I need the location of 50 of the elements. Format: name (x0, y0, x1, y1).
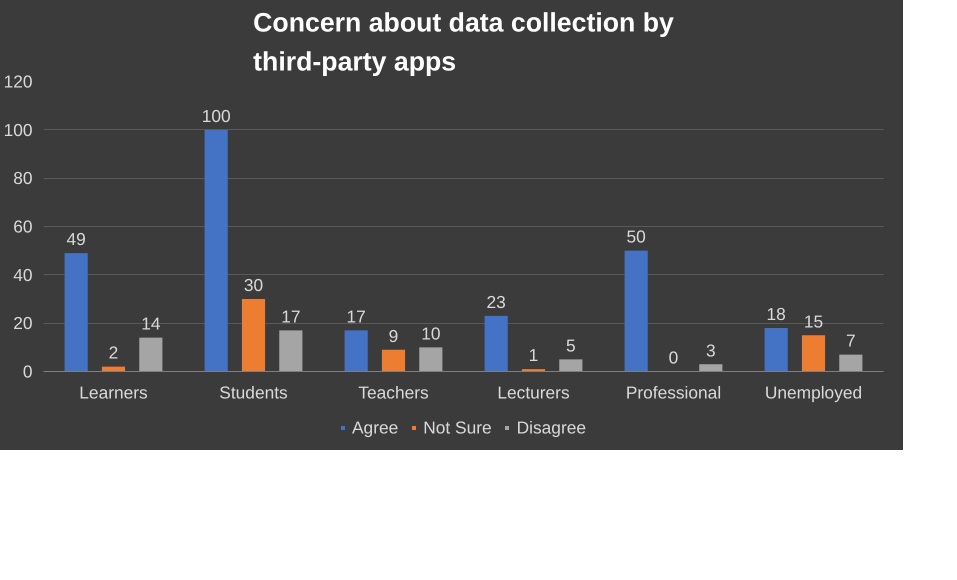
bar (102, 366, 126, 372)
bar (764, 328, 788, 372)
data-label: 50 (626, 226, 646, 247)
data-label: 0 (668, 348, 678, 368)
x-tick-label: Lecturers (497, 382, 570, 402)
data-label: 1 (528, 345, 538, 366)
y-tick-label: 60 (13, 216, 33, 236)
data-label: 2 (108, 342, 118, 363)
bar (802, 335, 826, 372)
data-label: 17 (346, 306, 366, 326)
legend-label: Not Sure (423, 417, 492, 438)
data-label: 30 (244, 275, 264, 295)
data-label: 23 (486, 292, 506, 312)
data-label: 17 (281, 306, 300, 326)
data-label: 7 (846, 330, 856, 351)
bar (839, 354, 862, 372)
y-tick-label: 0 (22, 362, 33, 382)
legend-label: Agree (352, 417, 398, 438)
data-label: 100 (202, 106, 231, 126)
legend-label: Disagree (516, 417, 586, 438)
data-label: 49 (66, 229, 86, 250)
x-tick-label: Unemployed (764, 382, 862, 402)
bar (204, 130, 228, 372)
y-tick-label: 40 (13, 264, 33, 285)
y-tick-label: 20 (13, 313, 33, 334)
bar (624, 250, 648, 372)
y-tick-label: 120 (4, 72, 33, 92)
data-label: 5 (566, 335, 576, 356)
bar (419, 347, 442, 372)
x-tick-label: Professional (626, 382, 722, 402)
bar (382, 350, 406, 372)
bar (559, 359, 582, 372)
bar (64, 253, 88, 372)
data-label: 10 (421, 323, 440, 344)
x-tick-label: Students (219, 382, 288, 402)
bar (139, 338, 162, 372)
data-label: 14 (141, 314, 161, 334)
bar (344, 330, 368, 372)
data-label: 3 (706, 340, 716, 360)
x-tick-label: Teachers (358, 382, 429, 402)
chart-title: Concern about data collection by third-party apps (253, 8, 674, 76)
bar (484, 316, 508, 372)
bar (279, 330, 302, 372)
data-label: 9 (388, 326, 398, 346)
x-tick-label: Learners (79, 382, 148, 402)
bar (242, 299, 266, 372)
y-tick-label: 80 (13, 168, 33, 188)
data-label: 15 (804, 311, 824, 332)
y-tick-label: 100 (4, 120, 33, 140)
data-label: 18 (766, 304, 786, 324)
